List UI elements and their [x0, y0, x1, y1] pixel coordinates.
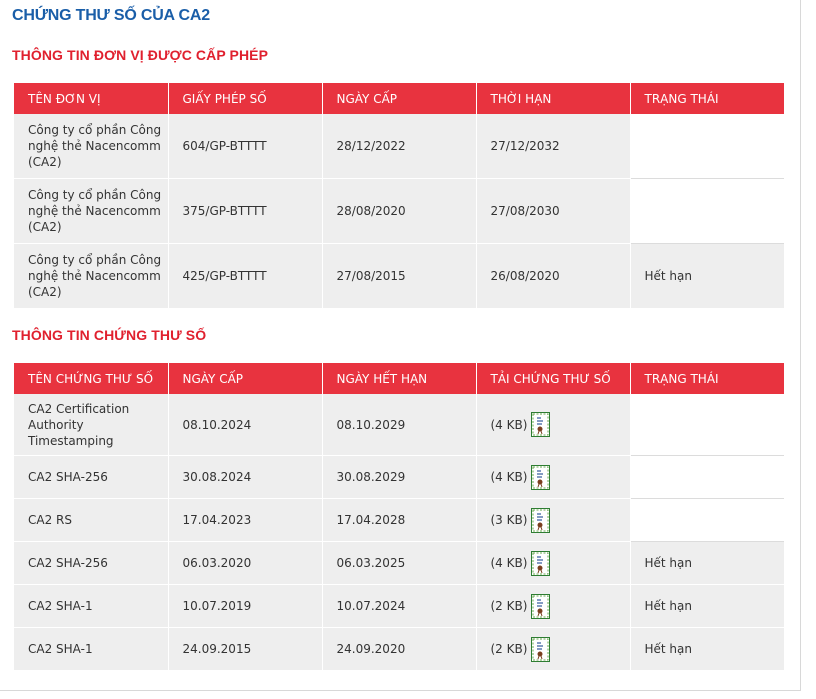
certificate-row: CA2 Certification Authority Timestamping… — [14, 394, 784, 456]
download-cell: (4 KB) — [476, 394, 631, 456]
download-cell: (4 KB) — [476, 455, 631, 499]
expiry-date: 30.08.2029 — [322, 455, 477, 499]
unit-name: Công ty cổ phần Công nghệ thẻ Nacencomm … — [14, 243, 169, 309]
term-date: 27/12/2032 — [476, 114, 631, 179]
expiry-date: 10.07.2024 — [322, 584, 477, 628]
license-number: 375/GP-BTTTT — [168, 178, 323, 244]
file-size: (4 KB) — [490, 417, 528, 432]
issue-date: 24.09.2015 — [168, 627, 323, 671]
expiry-date: 08.10.2029 — [322, 394, 477, 456]
status — [630, 498, 784, 542]
col-header-term: THỜI HẠN — [476, 83, 631, 114]
download-cell: (2 KB) — [476, 584, 631, 628]
issue-date: 08.10.2024 — [168, 394, 323, 456]
issue-date: 30.08.2024 — [168, 455, 323, 499]
file-size: (2 KB) — [490, 642, 528, 656]
cert-name: CA2 SHA-1 — [14, 627, 169, 671]
cert-section-title: THÔNG TIN CHỨNG THƯ SỐ — [12, 327, 207, 343]
cert-name: CA2 Certification Authority Timestamping — [14, 394, 169, 456]
unit-name: Công ty cổ phần Công nghệ thẻ Nacencomm … — [14, 178, 169, 244]
issue-date: 27/08/2015 — [322, 243, 477, 309]
file-size: (3 KB) — [490, 513, 528, 527]
issue-date: 28/12/2022 — [322, 114, 477, 179]
certificate-table: TÊN CHỨNG THƯ SỐ NGÀY CẤP NGÀY HẾT HẠN T… — [14, 363, 784, 671]
certificate-download-icon[interactable] — [531, 412, 551, 437]
issue-date: 28/08/2020 — [322, 178, 477, 244]
issue-date: 10.07.2019 — [168, 584, 323, 628]
unit-name: Công ty cổ phần Công nghệ thẻ Nacencomm … — [14, 114, 169, 179]
certificate-download-icon[interactable] — [531, 507, 551, 533]
file-size: (4 KB) — [490, 470, 528, 484]
certificate-row: CA2 SHA-256 06.03.2020 06.03.2025 (4 KB) Hết… — [14, 541, 784, 585]
expiry-date: 06.03.2025 — [322, 541, 477, 585]
col-header-status: TRẠNG THÁI — [630, 363, 784, 394]
cert-name: CA2 SHA-1 — [14, 584, 169, 628]
issue-date: 06.03.2020 — [168, 541, 323, 585]
cert-name: CA2 RS — [14, 498, 169, 542]
certificate-row: CA2 SHA-1 24.09.2015 24.09.2020 (2 KB) Hết h… — [14, 627, 784, 671]
col-header-unit-name: TÊN ĐƠN VỊ — [14, 83, 169, 114]
col-header-license-number: GIẤY PHÉP SỐ — [168, 83, 323, 114]
certificate-row: CA2 SHA-1 10.07.2019 10.07.2024 (2 KB) Hết h… — [14, 584, 784, 628]
expiry-date: 17.04.2028 — [322, 498, 477, 542]
certificate-table-header: TÊN CHỨNG THƯ SỐ NGÀY CẤP NGÀY HẾT HẠN T… — [14, 363, 784, 394]
download-cell: (3 KB) — [476, 498, 631, 542]
certificate-download-icon[interactable] — [531, 593, 551, 619]
certificate-row: CA2 RS 17.04.2023 17.04.2028 (3 KB) — [14, 498, 784, 542]
status: Hết hạn — [630, 584, 784, 628]
term-date: 27/08/2030 — [476, 178, 631, 244]
license-number: 425/GP-BTTTT — [168, 243, 323, 309]
status: Hết hạn — [630, 541, 784, 585]
license-table: TÊN ĐƠN VỊ GIẤY PHÉP SỐ NGÀY CẤP THỜI HẠ… — [14, 83, 784, 309]
file-size: (2 KB) — [490, 599, 528, 613]
col-header-issue-date: NGÀY CẤP — [168, 363, 323, 394]
license-row: Công ty cổ phần Công nghệ thẻ Nacencomm … — [14, 114, 784, 179]
download-cell: (4 KB) — [476, 541, 631, 585]
license-table-header: TÊN ĐƠN VỊ GIẤY PHÉP SỐ NGÀY CẤP THỜI HẠ… — [14, 83, 784, 114]
certificate-download-icon[interactable] — [531, 636, 551, 662]
col-header-download: TẢI CHỨNG THƯ SỐ — [476, 363, 631, 394]
license-row: Công ty cổ phần Công nghệ thẻ Nacencomm … — [14, 243, 784, 309]
cert-name: CA2 SHA-256 — [14, 455, 169, 499]
status — [630, 114, 784, 179]
license-section-title: THÔNG TIN ĐƠN VỊ ĐƯỢC CẤP PHÉP — [12, 47, 269, 63]
col-header-status: TRẠNG THÁI — [630, 83, 784, 114]
status — [630, 394, 784, 456]
certificate-download-icon[interactable] — [531, 464, 551, 490]
download-cell: (2 KB) — [476, 627, 631, 671]
issue-date: 17.04.2023 — [168, 498, 323, 542]
certificate-row: CA2 SHA-256 30.08.2024 30.08.2029 (4 KB) — [14, 455, 784, 499]
cert-name: CA2 SHA-256 — [14, 541, 169, 585]
status: Hết hạn — [630, 627, 784, 671]
certificate-download-icon[interactable] — [531, 550, 551, 576]
status — [630, 178, 784, 244]
col-header-expiry-date: NGÀY HẾT HẠN — [322, 363, 477, 394]
file-size: (4 KB) — [490, 556, 528, 570]
expiry-date: 24.09.2020 — [322, 627, 477, 671]
page-title: CHỨNG THƯ SỐ CỦA CA2 — [12, 7, 210, 24]
status — [630, 455, 784, 499]
col-header-issue-date: NGÀY CẤP — [322, 83, 477, 114]
term-date: 26/08/2020 — [476, 243, 631, 309]
status: Hết hạn — [630, 243, 784, 309]
license-number: 604/GP-BTTTT — [168, 114, 323, 179]
content-panel: CHỨNG THƯ SỐ CỦA CA2 THÔNG TIN ĐƠN VỊ ĐƯ… — [0, 0, 801, 691]
license-row: Công ty cổ phần Công nghệ thẻ Nacencomm … — [14, 178, 784, 244]
col-header-cert-name: TÊN CHỨNG THƯ SỐ — [14, 363, 169, 394]
